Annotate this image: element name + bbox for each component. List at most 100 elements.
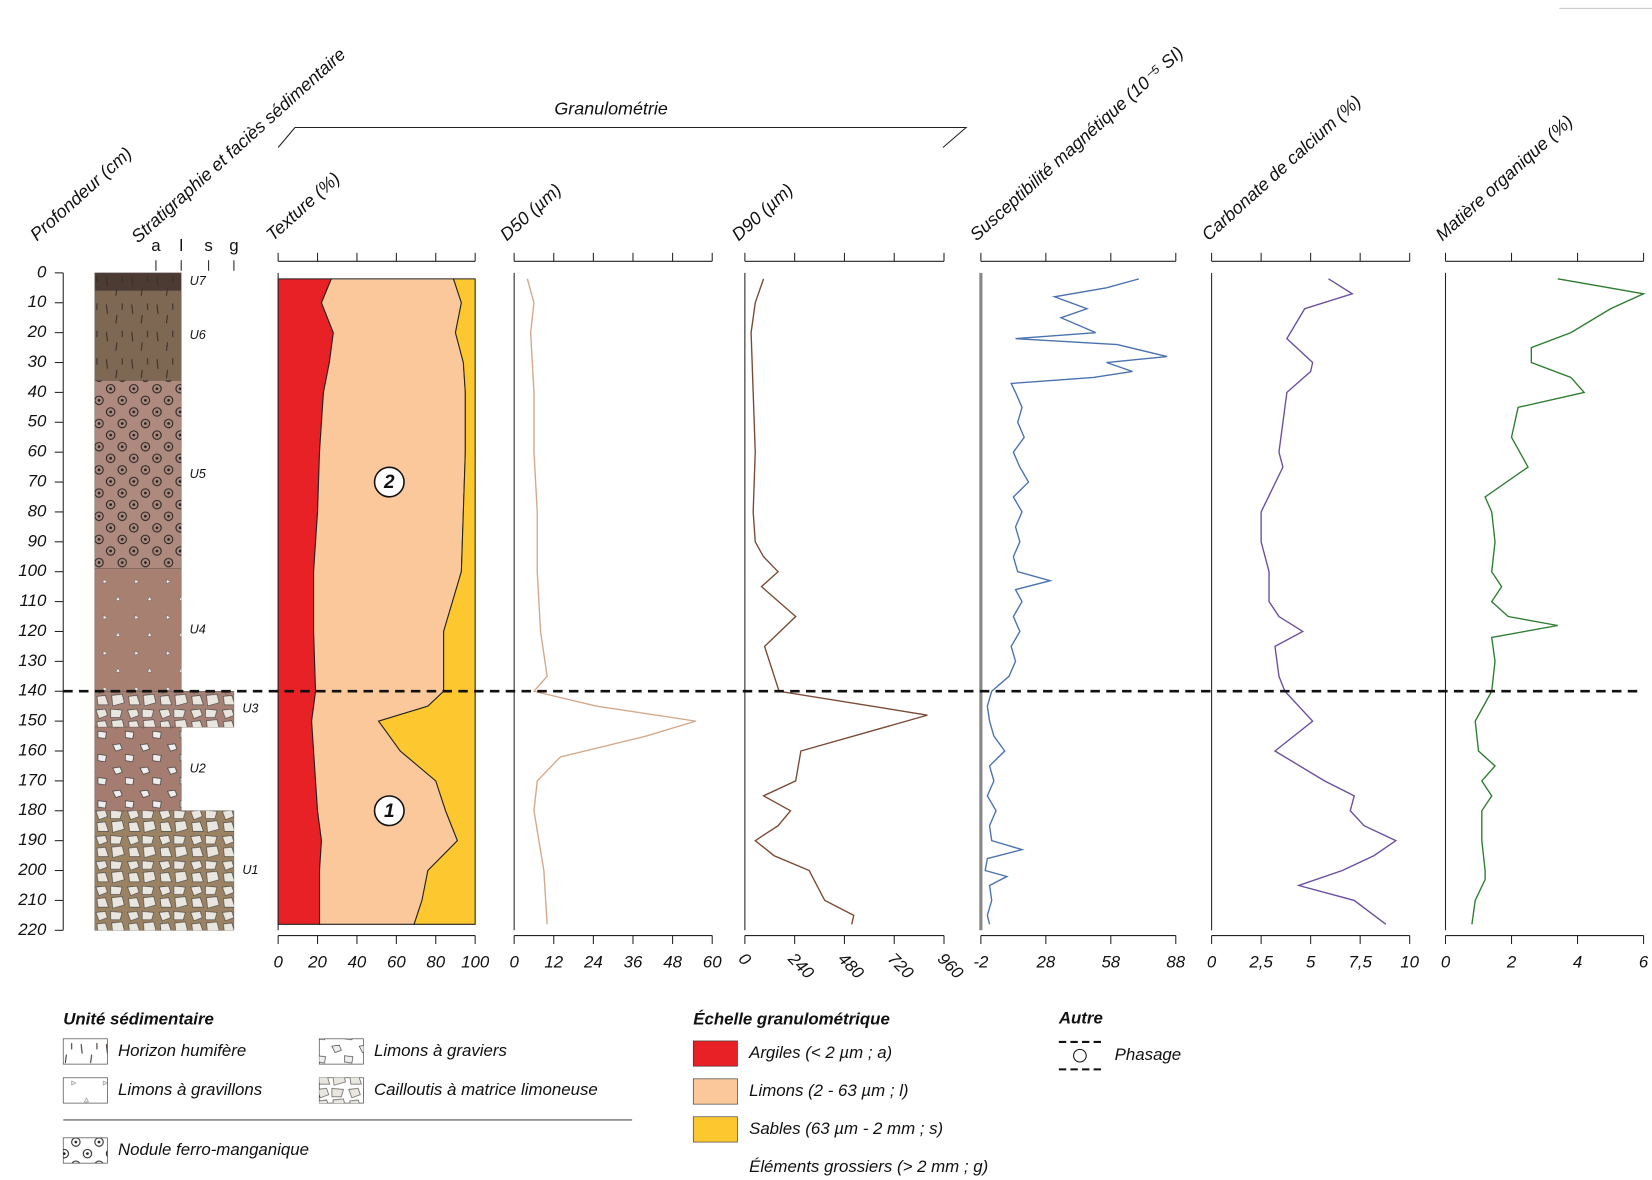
x-tick-label: 6 xyxy=(1639,952,1649,971)
x-tick-label: 28 xyxy=(1035,952,1055,971)
profile-line xyxy=(526,278,696,925)
legend-label: Phasage xyxy=(1115,1045,1182,1064)
panel-title: D90 (µm) xyxy=(728,180,797,245)
x-tick-label: 80 xyxy=(426,952,445,971)
stratigraphy-title: Stratigraphie et faciès sédimentaire xyxy=(127,44,349,247)
profile-line xyxy=(984,278,1168,925)
legend-label: Horizon humifère xyxy=(118,1041,246,1060)
depth-tick-label: 200 xyxy=(17,860,47,879)
unit-label: U7 xyxy=(190,274,207,288)
depth-title: Profondeur (cm) xyxy=(26,143,136,244)
legend-phase-icon xyxy=(1073,1048,1087,1063)
depth-tick-label: 150 xyxy=(18,711,47,730)
legend-label: Argiles (< 2 µm ; a) xyxy=(748,1043,892,1062)
x-tick-label: 480 xyxy=(834,949,868,983)
grain-scale-label: s xyxy=(204,236,212,255)
x-tick-label: 10 xyxy=(1400,952,1419,971)
depth-tick-label: 110 xyxy=(19,591,46,610)
profile-line xyxy=(750,278,928,925)
unit-facies-pattern xyxy=(94,568,182,692)
legend-label: Limons à graviers xyxy=(374,1041,508,1060)
legend-swatch xyxy=(692,1116,738,1143)
x-tick-label: 720 xyxy=(884,949,918,983)
legend-swatch xyxy=(692,1078,738,1105)
panel-title: D50 (µm) xyxy=(496,180,565,245)
panel-title: Susceptibilité magnétique (10⁻⁵ SI) xyxy=(966,43,1187,245)
phase-marker xyxy=(373,466,405,498)
legend-label: Limons à gravillons xyxy=(118,1080,263,1099)
unit-facies-pattern xyxy=(94,691,234,728)
unit-label: U1 xyxy=(242,863,258,877)
legend-note: Éléments grossiers (> 2 mm ; g) xyxy=(749,1157,988,1176)
unit-facies-pattern xyxy=(94,380,182,569)
profile-line xyxy=(1260,278,1398,925)
legend-icon-pattern xyxy=(63,1038,108,1065)
depth-tick-label: 40 xyxy=(28,382,47,401)
x-tick-label: 60 xyxy=(703,952,722,971)
x-tick-label: 0 xyxy=(509,952,519,971)
x-tick-label: 0 xyxy=(735,949,756,970)
x-tick-label: 7,5 xyxy=(1348,952,1372,971)
texture-area xyxy=(377,278,476,925)
x-tick-label: 2,5 xyxy=(1248,952,1273,971)
panel-title: Matière organique (%) xyxy=(1432,111,1577,244)
depth-tick-label: 180 xyxy=(18,800,47,819)
x-tick-label: 36 xyxy=(624,952,643,971)
depth-tick-label: 60 xyxy=(28,442,47,461)
depth-tick-label: 140 xyxy=(18,681,47,700)
legend-title: Autre xyxy=(1058,1008,1103,1027)
depth-tick-label: 70 xyxy=(28,472,47,491)
depth-tick-label: 0 xyxy=(37,262,47,281)
profile-line xyxy=(1471,278,1646,925)
x-tick-label: 2 xyxy=(1506,952,1517,971)
depth-tick-label: 170 xyxy=(18,770,47,789)
depth-tick-label: 10 xyxy=(28,292,47,311)
x-tick-label: 0 xyxy=(1207,952,1217,971)
depth-tick-label: 100 xyxy=(18,561,47,580)
unit-label: U5 xyxy=(190,467,207,481)
depth-tick-label: 220 xyxy=(17,920,47,939)
legend-label: Cailloutis à matrice limoneuse xyxy=(374,1080,598,1099)
grain-scale-label: l xyxy=(179,236,183,255)
legend-swatch xyxy=(692,1040,738,1067)
x-tick-label: 24 xyxy=(583,952,603,971)
legend-icon-pattern xyxy=(63,1077,108,1104)
x-tick-label: 5 xyxy=(1306,952,1316,971)
grain-scale-label: a xyxy=(151,236,161,255)
legend-label: Limons (2 - 63 µm ; l) xyxy=(749,1081,908,1100)
legend-label: Sables (63 µm - 2 mm ; s) xyxy=(749,1119,943,1138)
phase-label: 1 xyxy=(384,801,395,822)
x-tick-label: 58 xyxy=(1101,952,1120,971)
phase-marker xyxy=(373,795,405,827)
depth-tick-label: 80 xyxy=(28,501,47,520)
legend-icon-pattern xyxy=(319,1038,364,1065)
depth-tick-label: 210 xyxy=(17,890,47,909)
phase-label: 2 xyxy=(383,472,395,493)
depth-tick-label: 120 xyxy=(18,621,47,640)
x-tick-label: 100 xyxy=(461,952,490,971)
x-tick-label: -2 xyxy=(973,952,989,971)
x-tick-label: 240 xyxy=(784,948,818,982)
x-tick-label: 60 xyxy=(387,952,406,971)
unit-label: U6 xyxy=(190,328,207,342)
depth-tick-label: 130 xyxy=(18,651,47,670)
group-label: Granulométrie xyxy=(554,98,667,118)
x-tick-label: 12 xyxy=(544,952,563,971)
x-tick-label: 48 xyxy=(663,952,682,971)
legend-label: Nodule ferro-manganique xyxy=(118,1140,309,1159)
x-tick-label: 4 xyxy=(1573,952,1582,971)
legend-title: Échelle granulométrique xyxy=(693,1009,890,1028)
unit-facies-pattern xyxy=(94,727,182,811)
legend-title: Unité sédimentaire xyxy=(63,1009,214,1028)
unit-label: U4 xyxy=(190,622,206,636)
legend-icon-pattern xyxy=(319,1077,364,1104)
depth-tick-label: 30 xyxy=(28,352,47,371)
depth-tick-label: 90 xyxy=(28,531,47,550)
x-tick-label: 40 xyxy=(348,952,367,971)
depth-tick-label: 160 xyxy=(18,740,47,759)
unit-facies-pattern xyxy=(94,290,182,381)
unit-facies-pattern xyxy=(94,810,234,931)
x-tick-label: 0 xyxy=(273,952,283,971)
unit-facies-pattern xyxy=(94,272,182,291)
